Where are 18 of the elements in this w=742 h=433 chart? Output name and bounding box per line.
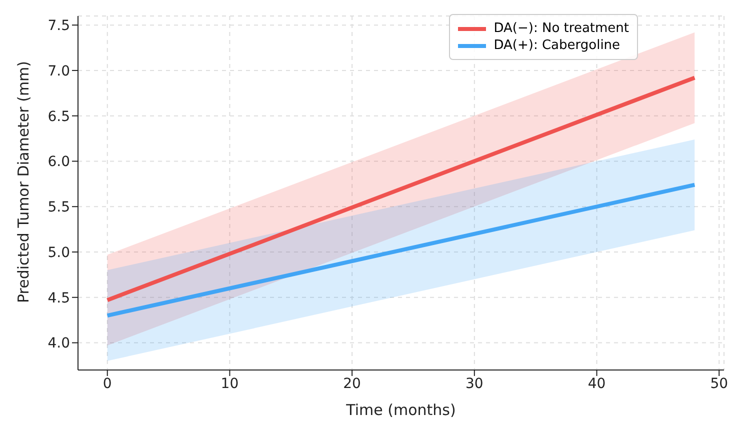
x-tick-label: 30 <box>465 376 484 392</box>
y-tick-label: 4.0 <box>48 336 70 352</box>
y-axis-title: Predicted Tumor Diameter (mm) <box>14 60 32 303</box>
y-tick-label: 7.5 <box>48 18 70 34</box>
x-axis-title: Time (months) <box>345 401 456 419</box>
x-tick-label: 40 <box>588 376 606 392</box>
y-tick-label: 6.0 <box>48 154 70 170</box>
legend-label: DA(+): Cabergoline <box>494 38 620 53</box>
y-tick-label: 5.0 <box>48 244 70 261</box>
y-tick-label: 6.5 <box>48 108 70 125</box>
y-tick-label: 7.0 <box>48 63 70 80</box>
x-tick-label: 20 <box>343 376 361 392</box>
x-tick-label: 10 <box>220 376 239 392</box>
y-tick-label: 5.5 <box>48 200 70 216</box>
y-tick-label: 4.5 <box>48 290 70 306</box>
x-tick-label: 50 <box>710 376 728 392</box>
x-tick-label: 0 <box>102 376 112 392</box>
legend-label: DA(−): No treatment <box>494 21 629 36</box>
